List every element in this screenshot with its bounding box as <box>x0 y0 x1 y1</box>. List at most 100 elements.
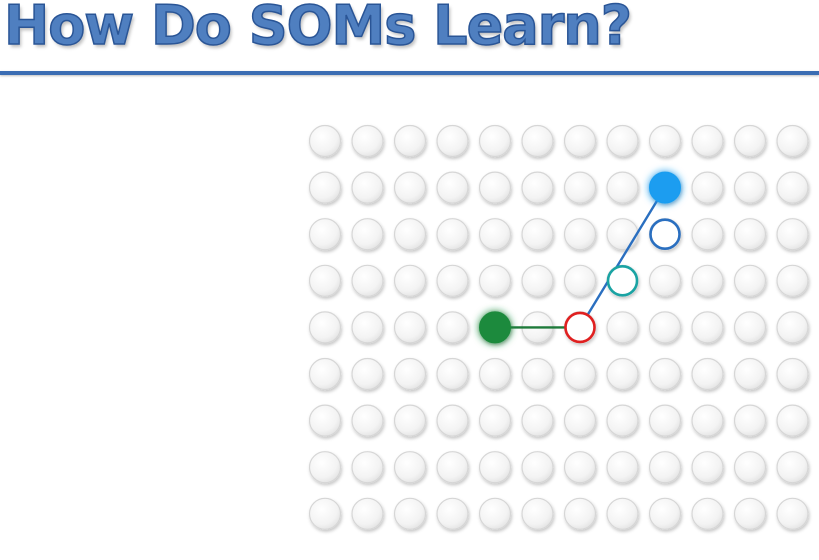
som-node <box>308 264 342 297</box>
som-node <box>393 497 427 530</box>
som-node <box>308 311 342 344</box>
som-node <box>351 171 384 204</box>
neighbor-node-3 <box>649 171 681 204</box>
som-node <box>733 311 767 344</box>
som-node <box>351 451 384 484</box>
som-node <box>691 218 724 251</box>
som-node <box>648 311 682 344</box>
som-node <box>691 497 724 530</box>
som-node <box>733 218 767 251</box>
som-node <box>351 264 384 297</box>
som-node <box>436 264 469 297</box>
som-node <box>478 404 512 437</box>
som-node <box>351 218 384 251</box>
som-node <box>776 404 809 437</box>
som-node <box>436 171 469 204</box>
som-node <box>393 171 427 204</box>
som-node <box>308 451 342 484</box>
som-node <box>393 404 427 437</box>
som-node <box>436 497 469 530</box>
som-node <box>308 404 342 437</box>
som-node <box>478 171 512 204</box>
som-node <box>648 404 682 437</box>
som-node <box>563 497 597 530</box>
som-node <box>776 451 809 484</box>
title-divider <box>0 71 819 75</box>
som-node <box>606 404 639 437</box>
som-node <box>776 311 809 344</box>
som-node <box>563 404 597 437</box>
som-node <box>606 451 639 484</box>
som-node <box>733 357 767 391</box>
som-node <box>648 124 682 158</box>
som-node <box>308 357 342 391</box>
som-node <box>308 218 342 251</box>
som-node <box>308 171 342 204</box>
som-node <box>691 451 724 484</box>
som-node <box>733 264 767 297</box>
som-node <box>478 124 512 158</box>
som-node <box>521 124 554 158</box>
som-node <box>606 497 639 530</box>
som-node <box>733 404 767 437</box>
som-node <box>436 311 469 344</box>
som-node <box>776 124 809 158</box>
som-node <box>393 311 427 344</box>
som-node <box>733 124 767 158</box>
som-node <box>521 357 554 391</box>
som-node <box>436 124 469 158</box>
neighbor-node-1 <box>606 264 639 297</box>
som-node <box>648 497 682 530</box>
som-node <box>691 264 724 297</box>
som-node <box>691 171 724 204</box>
som-node <box>606 218 639 251</box>
neighbor-node-2 <box>649 218 681 250</box>
som-node <box>606 357 639 391</box>
som-node <box>733 171 767 204</box>
som-node <box>436 357 469 391</box>
som-node <box>393 357 427 391</box>
som-node <box>436 404 469 437</box>
som-node <box>393 124 427 158</box>
som-node <box>436 451 469 484</box>
som-node <box>648 357 682 391</box>
som-node <box>606 124 639 158</box>
som-node <box>521 218 554 251</box>
som-node <box>691 404 724 437</box>
som-node <box>563 451 597 484</box>
som-node <box>563 357 597 391</box>
som-node <box>351 311 384 344</box>
som-node <box>393 451 427 484</box>
som-node <box>776 171 809 204</box>
input-node <box>479 311 511 344</box>
som-node <box>776 218 809 251</box>
som-node <box>606 311 639 344</box>
som-node <box>521 451 554 484</box>
som-node <box>521 264 554 297</box>
som-node <box>478 218 512 251</box>
som-node <box>776 497 809 530</box>
som-node <box>521 497 554 530</box>
som-node <box>648 264 682 297</box>
som-node <box>776 264 809 297</box>
som-node <box>563 124 597 158</box>
som-node <box>478 497 512 530</box>
som-node <box>691 311 724 344</box>
som-node <box>478 451 512 484</box>
line-bmu-to-neighbor <box>586 186 667 316</box>
som-node <box>436 218 469 251</box>
som-node <box>351 404 384 437</box>
som-node <box>606 171 639 204</box>
som-node <box>691 357 724 391</box>
som-node <box>776 357 809 391</box>
som-node <box>563 171 597 204</box>
som-node <box>308 124 342 158</box>
som-node <box>521 404 554 437</box>
bmu-node <box>564 311 596 344</box>
som-node <box>351 124 384 158</box>
som-node <box>733 497 767 530</box>
slide-title: How Do SOMs Learn? <box>3 0 633 58</box>
som-node <box>733 451 767 484</box>
